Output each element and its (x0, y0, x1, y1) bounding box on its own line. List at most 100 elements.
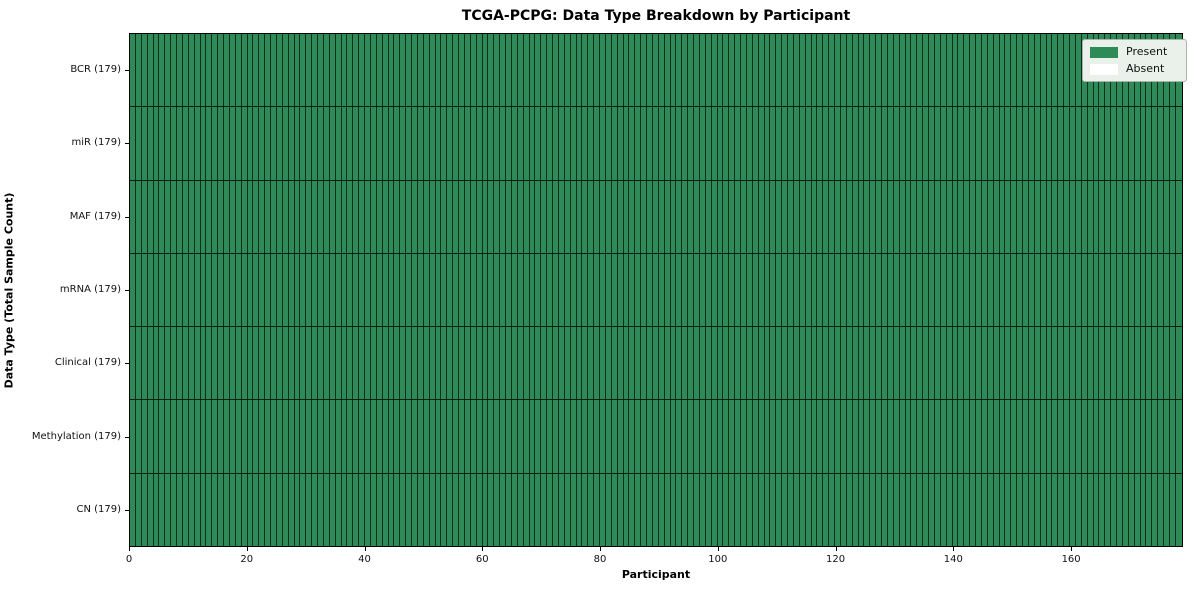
heatmap-cell (552, 253, 558, 327)
heatmap-cell (845, 327, 852, 400)
heatmap-cell (757, 180, 764, 253)
y-axis-label: Data Type (Total Sample Count) (2, 192, 16, 389)
heatmap-cell (992, 107, 999, 180)
heatmap-cell (557, 473, 564, 546)
heatmap-cell (358, 473, 364, 546)
heatmap-cell (493, 327, 500, 400)
heatmap-cell (740, 107, 746, 180)
heatmap-cell (628, 107, 635, 180)
heatmap-cell (340, 253, 347, 327)
heatmap-cell (646, 253, 652, 327)
heatmap-cell (469, 473, 476, 546)
heatmap-cell (604, 253, 611, 327)
heatmap-cell (481, 34, 488, 107)
heatmap-cell (775, 253, 782, 327)
heatmap-cell (904, 34, 911, 107)
heatmap-cell (428, 34, 435, 107)
heatmap-cell (563, 180, 570, 253)
heatmap-cell (1045, 400, 1052, 473)
heatmap-cell (881, 253, 887, 327)
heatmap-cell (1045, 327, 1052, 400)
heatmap-cell (223, 34, 229, 107)
heatmap-cell (499, 107, 505, 180)
heatmap-cell (199, 180, 206, 253)
heatmap-cell (164, 473, 171, 546)
heatmap-cell (317, 34, 323, 107)
heatmap-cell (193, 107, 200, 180)
heatmap-cell (187, 34, 194, 107)
heatmap-cell (957, 400, 964, 473)
heatmap-cell (458, 253, 464, 327)
heatmap-cell (381, 327, 388, 400)
heatmap-cell (792, 327, 799, 400)
heatmap-cell (1121, 327, 1128, 400)
heatmap-cell (422, 253, 429, 327)
heatmap-cell (546, 473, 552, 546)
heatmap-cell (704, 180, 711, 253)
heatmap-cell (828, 253, 834, 327)
heatmap-cell (452, 400, 458, 473)
heatmap-cell (581, 473, 588, 546)
heatmap-cell (381, 180, 388, 253)
heatmap-cell (593, 400, 599, 473)
heatmap-cell (546, 253, 552, 327)
heatmap-cell (933, 34, 940, 107)
heatmap-cell (1110, 400, 1116, 473)
heatmap-cell (1110, 180, 1116, 253)
heatmap-cell (963, 473, 970, 546)
heatmap-cell (1168, 327, 1175, 400)
heatmap-cell (346, 253, 353, 327)
heatmap-cell (663, 327, 670, 400)
heatmap-cell (1027, 253, 1034, 327)
heatmap-cell (957, 473, 964, 546)
heatmap-cell (693, 180, 699, 253)
heatmap-cell (1139, 253, 1146, 327)
heatmap-cell (181, 253, 188, 327)
heatmap-cell (945, 180, 952, 253)
heatmap-cell (1027, 180, 1034, 253)
heatmap-cell (751, 180, 758, 253)
heatmap-cell (522, 400, 529, 473)
heatmap-cell (769, 327, 776, 400)
heatmap-cell (1045, 180, 1052, 253)
heatmap-cell (610, 473, 617, 546)
heatmap-cell (1104, 107, 1111, 180)
heatmap-cell (228, 180, 235, 253)
heatmap-cell (886, 400, 893, 473)
heatmap-cell (834, 34, 840, 107)
heatmap-cell (305, 400, 312, 473)
heatmap-cell (757, 34, 764, 107)
heatmap-cell (916, 180, 923, 253)
heatmap-cell (552, 473, 558, 546)
heatmap-cell (534, 180, 541, 253)
heatmap-cell (134, 107, 141, 180)
heatmap-cell (928, 34, 934, 107)
heatmap-cell (816, 473, 823, 546)
heatmap-cell (516, 107, 523, 180)
heatmap-cell (863, 253, 870, 327)
heatmap-cell (340, 107, 347, 180)
heatmap-cell (804, 34, 811, 107)
heatmap-cell (857, 253, 864, 327)
heatmap-cell (505, 180, 511, 253)
heatmap-cell (317, 107, 323, 180)
heatmap-cell (769, 400, 776, 473)
heatmap-cell (187, 107, 194, 180)
heatmap-cell (228, 327, 235, 400)
heatmap-cell (381, 107, 388, 180)
heatmap-cell (1010, 253, 1017, 327)
heatmap-cell (740, 34, 746, 107)
heatmap-cell (922, 473, 928, 546)
heatmap-cell (505, 400, 511, 473)
heatmap-cell (416, 253, 423, 327)
heatmap-cell (839, 180, 846, 253)
heatmap-cell (1033, 253, 1040, 327)
heatmap-cell (798, 107, 805, 180)
heatmap-cell (928, 327, 934, 400)
heatmap-cell (1022, 107, 1028, 180)
heatmap-cell (158, 180, 165, 253)
heatmap-cell (951, 327, 958, 400)
heatmap-cell (651, 180, 658, 253)
heatmap-cell (1033, 34, 1040, 107)
heatmap-cell (933, 327, 940, 400)
